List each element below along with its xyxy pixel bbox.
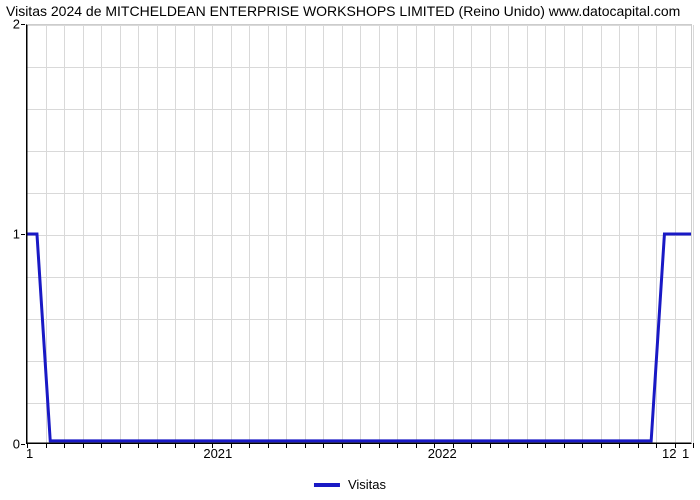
x-year-label: 2022 [428,446,457,461]
chart-area [26,24,692,444]
y-tick-label: 0 [13,437,20,452]
x-end-label-b: 1 [682,446,689,461]
legend-swatch [314,483,340,487]
x-year-label: 2021 [203,446,232,461]
plot-region [26,24,692,444]
x-start-label: 1 [26,446,33,461]
x-end-label-a: 12 [662,446,676,461]
y-tick-label: 2 [13,17,20,32]
data-line [27,25,691,443]
legend: Visitas [314,477,386,492]
y-tick-label: 1 [13,227,20,242]
chart-title: Visitas 2024 de MITCHELDEAN ENTERPRISE W… [6,3,694,19]
legend-label: Visitas [348,477,386,492]
